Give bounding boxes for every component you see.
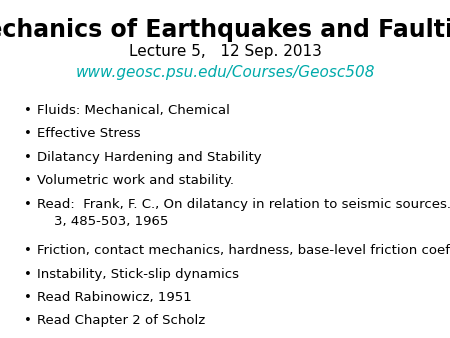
Text: •: • bbox=[24, 314, 32, 327]
Text: Mechanics of Earthquakes and Faulting: Mechanics of Earthquakes and Faulting bbox=[0, 18, 450, 42]
Text: Read Rabinowicz, 1951: Read Rabinowicz, 1951 bbox=[37, 291, 192, 304]
Text: Dilatancy Hardening and Stability: Dilatancy Hardening and Stability bbox=[37, 151, 262, 164]
Text: •: • bbox=[24, 127, 32, 141]
Text: •: • bbox=[24, 197, 32, 211]
Text: •: • bbox=[24, 104, 32, 117]
Text: Fluids: Mechanical, Chemical: Fluids: Mechanical, Chemical bbox=[37, 104, 230, 117]
Text: •: • bbox=[24, 151, 32, 164]
Text: Friction, contact mechanics, hardness, base-level friction coefficient: Friction, contact mechanics, hardness, b… bbox=[37, 244, 450, 257]
Text: www.geosc.psu.edu/Courses/Geosc508: www.geosc.psu.edu/Courses/Geosc508 bbox=[75, 65, 375, 80]
Text: •: • bbox=[24, 174, 32, 187]
Text: •: • bbox=[24, 268, 32, 281]
Text: Effective Stress: Effective Stress bbox=[37, 127, 141, 141]
Text: Lecture 5,   12 Sep. 2013: Lecture 5, 12 Sep. 2013 bbox=[129, 44, 321, 59]
Text: •: • bbox=[24, 291, 32, 304]
Text: Read:  Frank, F. C., On dilatancy in relation to seismic sources. Rev. Geophys.
: Read: Frank, F. C., On dilatancy in rela… bbox=[37, 197, 450, 227]
Text: Read Chapter 2 of Scholz: Read Chapter 2 of Scholz bbox=[37, 314, 205, 327]
Text: Volumetric work and stability.: Volumetric work and stability. bbox=[37, 174, 234, 187]
Text: Instability, Stick-slip dynamics: Instability, Stick-slip dynamics bbox=[37, 268, 239, 281]
Text: •: • bbox=[24, 244, 32, 257]
